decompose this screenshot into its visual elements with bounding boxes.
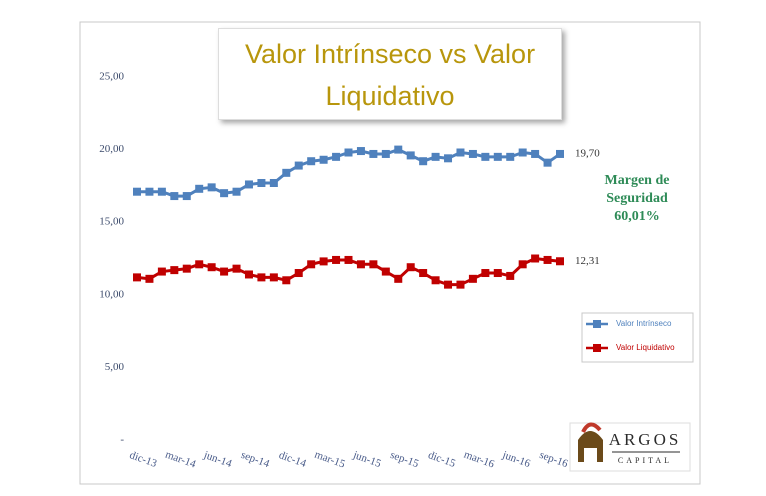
logo-name: ARGOS [609, 430, 682, 449]
point-marker [294, 161, 303, 170]
point-marker [456, 148, 465, 157]
point-marker [481, 269, 490, 278]
point-marker [207, 183, 216, 192]
point-marker [182, 264, 191, 273]
legend-label: Valor Liquidativo [616, 343, 675, 352]
point-marker [220, 189, 229, 198]
point-marker [257, 178, 266, 187]
point-marker [182, 192, 191, 201]
point-marker [493, 152, 502, 161]
point-marker [431, 276, 440, 285]
point-marker [145, 274, 154, 283]
point-marker [493, 269, 502, 278]
point-marker [232, 264, 241, 273]
point-marker [269, 273, 278, 282]
legend: Valor Intrínseco Valor Liquidativo [581, 312, 694, 363]
logo-crest [581, 422, 602, 433]
point-marker [170, 266, 179, 275]
y-tick-label: 10,00 [99, 288, 124, 300]
point-marker [195, 184, 204, 193]
point-marker [269, 178, 278, 187]
point-marker [145, 187, 154, 196]
point-marker [307, 260, 316, 269]
point-marker [356, 147, 365, 156]
point-marker [381, 149, 390, 158]
logo-subtitle: CAPITAL [618, 456, 672, 465]
point-marker [344, 148, 353, 157]
point-marker [133, 187, 141, 196]
y-tick-label: 5,00 [105, 361, 125, 373]
y-tick-label: 15,00 [99, 216, 124, 228]
point-marker [506, 152, 515, 161]
legend-swatch-marker [593, 320, 601, 328]
chart-title: Valor Intrínseco vs Valor Liquidativo [218, 28, 562, 120]
point-marker [282, 276, 291, 285]
point-marker [319, 257, 328, 266]
point-marker [157, 267, 166, 276]
point-marker [294, 269, 303, 278]
point-marker [133, 273, 141, 282]
point-marker [369, 260, 378, 269]
y-tick-label: - [120, 434, 124, 446]
point-marker [207, 263, 216, 272]
point-marker [369, 149, 378, 158]
point-marker [394, 274, 403, 283]
point-marker [531, 149, 540, 158]
point-marker [220, 267, 229, 276]
point-marker [468, 274, 477, 283]
point-marker [419, 157, 428, 166]
point-marker [518, 148, 527, 157]
point-marker [518, 260, 527, 269]
point-marker [419, 269, 428, 278]
point-marker [481, 152, 490, 161]
logo-helmet [578, 431, 603, 462]
point-marker [257, 273, 266, 282]
point-marker [282, 168, 291, 177]
point-marker [506, 271, 515, 280]
point-marker [244, 180, 253, 189]
value-label: 19,70 [575, 147, 600, 159]
point-marker [244, 270, 253, 279]
point-marker [356, 260, 365, 269]
point-marker [232, 187, 241, 196]
annotation: Seguridad [606, 191, 668, 206]
point-marker [319, 155, 328, 164]
point-marker [332, 152, 341, 161]
point-marker [332, 255, 341, 264]
point-marker [195, 260, 204, 269]
point-marker [170, 192, 179, 201]
point-marker [444, 154, 453, 163]
point-marker [381, 267, 390, 276]
point-marker [456, 280, 465, 289]
point-marker [556, 257, 564, 266]
point-marker [543, 158, 552, 167]
point-marker [394, 145, 403, 154]
point-marker [307, 157, 316, 166]
y-tick-label: 20,00 [99, 143, 124, 155]
point-marker [406, 151, 415, 160]
point-marker [556, 149, 564, 158]
point-marker [543, 255, 552, 264]
annotation: Margen de [605, 173, 670, 188]
logo: ARGOS CAPITAL [569, 422, 691, 472]
point-marker [344, 255, 353, 264]
point-marker [531, 254, 540, 263]
y-tick-label: 25,00 [99, 71, 124, 83]
legend-swatch-marker [593, 344, 601, 352]
point-marker [444, 280, 453, 289]
point-marker [468, 149, 477, 158]
value-label: 12,31 [575, 255, 600, 267]
point-marker [431, 152, 440, 161]
point-marker [406, 263, 415, 272]
point-marker [157, 187, 166, 196]
legend-label: Valor Intrínseco [616, 319, 672, 328]
annotation: 60,01% [614, 209, 660, 224]
